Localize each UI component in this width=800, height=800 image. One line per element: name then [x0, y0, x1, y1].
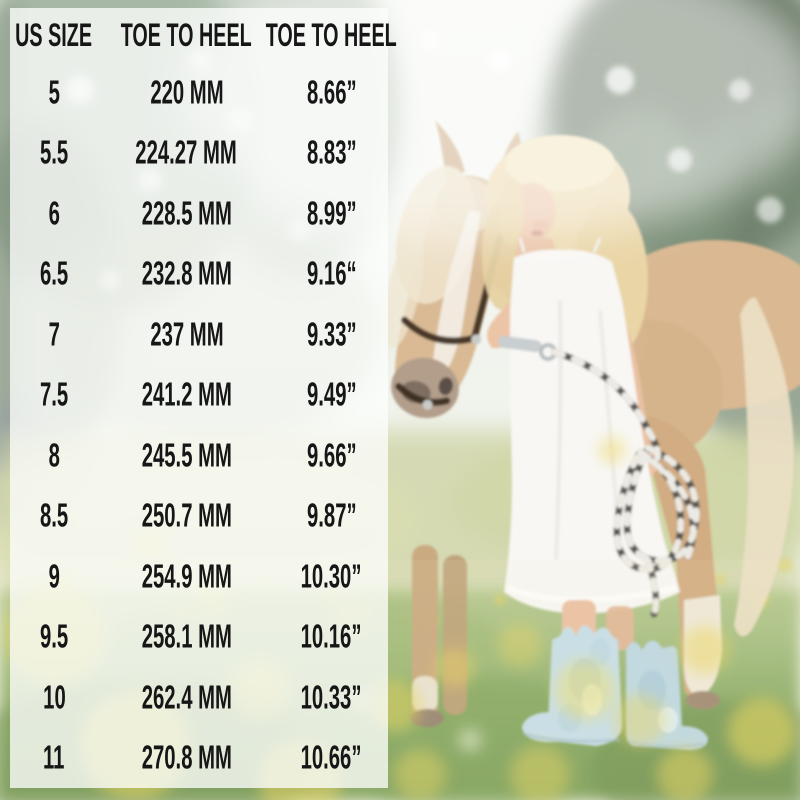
size-chart-table: US SIZE TOE TO HEEL TOE TO HEEL 5 220 MM 8…: [10, 8, 398, 788]
us-size-value: 11: [43, 737, 65, 777]
column-header-us-size: US SIZE: [15, 15, 93, 54]
horse-mane: [383, 230, 425, 349]
toe-to-heel-inches-value: 9.66”: [306, 435, 357, 474]
us-size-value: 5.5: [39, 132, 69, 172]
toe-to-heel-inches-value: 10.66”: [301, 737, 362, 777]
us-size-value: 7: [48, 314, 60, 353]
toe-to-heel-mm-value: 245.5 MM: [141, 435, 232, 474]
toe-to-heel-mm-value: 262.4 MM: [141, 677, 232, 716]
lead-rope: [498, 335, 700, 618]
toe-to-heel-mm-value: 237 MM: [149, 314, 224, 353]
us-size-value: 9.5: [39, 616, 69, 656]
us-size-value: 6: [48, 193, 60, 232]
us-size-value: 5: [48, 72, 60, 111]
us-size-value: 7.5: [39, 374, 69, 414]
us-size-value: 8: [48, 435, 60, 474]
dress-strap: [518, 237, 602, 253]
toe-to-heel-mm-value: 270.8 MM: [141, 737, 232, 777]
toe-to-heel-mm-value: 228.5 MM: [141, 193, 232, 232]
us-size-value: 6.5: [39, 253, 69, 293]
column-header-toe-to-heel-mm: TOE TO HEEL: [120, 15, 253, 54]
toe-to-heel-mm-value: 258.1 MM: [141, 616, 232, 656]
horse-hoof2: [686, 691, 720, 709]
toe-to-heel-inches-value: 9.49”: [306, 374, 357, 414]
toe-to-heel-mm-value: 254.9 MM: [141, 556, 232, 595]
toe-to-heel-mm-value: 232.8 MM: [141, 253, 232, 293]
toe-to-heel-inches-value: 10.33”: [301, 677, 362, 716]
woman-dress: [504, 249, 680, 614]
toe-to-heel-inches-value: 10.30”: [301, 556, 362, 595]
toe-to-heel-mm-value: 241.2 MM: [141, 374, 232, 414]
toe-to-heel-inches-value: 9.16“: [306, 253, 357, 293]
toe-to-heel-mm-value: 224.27 MM: [135, 132, 238, 172]
toe-to-heel-inches-value: 9.87”: [306, 495, 357, 535]
size-chart-panel: [10, 8, 388, 788]
horse-tail: [734, 297, 794, 637]
us-size-value: 10: [42, 677, 66, 716]
toe-to-heel-mm-value: 250.7 MM: [141, 495, 232, 535]
us-size-value: 9: [48, 556, 60, 595]
toe-to-heel-inches-value: 8.66”: [306, 72, 357, 111]
us-size-value: 8.5: [39, 495, 69, 535]
toe-to-heel-inches-value: 8.83”: [306, 132, 357, 172]
horse-far-leg: [412, 545, 438, 720]
horse-nostril: [438, 377, 453, 396]
toe-to-heel-mm-value: 220 MM: [149, 72, 224, 111]
column-header-toe-to-heel-inches: TOE TO HEEL: [265, 15, 398, 54]
toe-to-heel-inches-value: 8.99”: [306, 193, 357, 232]
toe-to-heel-inches-value: 9.33”: [306, 314, 357, 353]
toe-to-heel-inches-value: 10.16”: [301, 616, 362, 656]
